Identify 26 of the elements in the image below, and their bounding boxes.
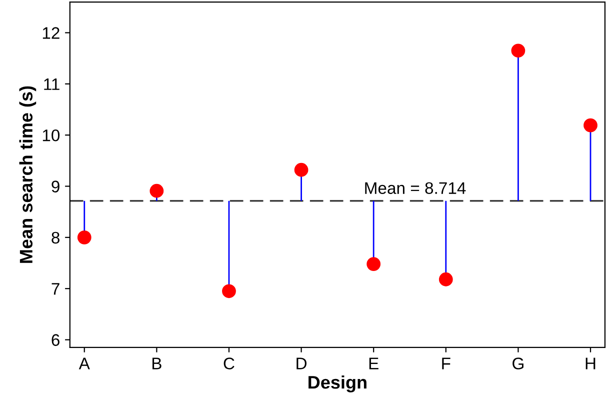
point [511, 44, 526, 58]
point [150, 184, 164, 198]
point [584, 118, 598, 132]
x-tick-label: E [369, 358, 378, 370]
point [438, 272, 453, 286]
point [222, 284, 236, 298]
point [77, 230, 92, 244]
y-tick-label: 10 [42, 129, 60, 142]
y-tick-label: 11 [44, 78, 60, 90]
x-tick-label: B [152, 358, 162, 370]
x-tick-label: A [78, 358, 90, 370]
point [366, 257, 381, 271]
x-axis-title: Design [308, 375, 366, 392]
ref-line-label: Mean = 8.714 [365, 182, 466, 194]
point [294, 162, 308, 177]
x-tick-label: H [586, 358, 596, 370]
y-tick-label: 8 [52, 232, 60, 244]
x-tick-label: G [512, 358, 524, 370]
y-tick-label: 6 [52, 334, 60, 346]
x-tick-label: C [224, 358, 234, 370]
x-tick-label: F [442, 358, 450, 370]
x-tick-label: D [296, 358, 307, 370]
y-tick-label: 12 [42, 27, 60, 39]
y-tick-label: 9 [52, 180, 60, 192]
y-tick-label: 7 [52, 283, 60, 295]
y-axis-title: Mean search time (s) [19, 86, 36, 263]
